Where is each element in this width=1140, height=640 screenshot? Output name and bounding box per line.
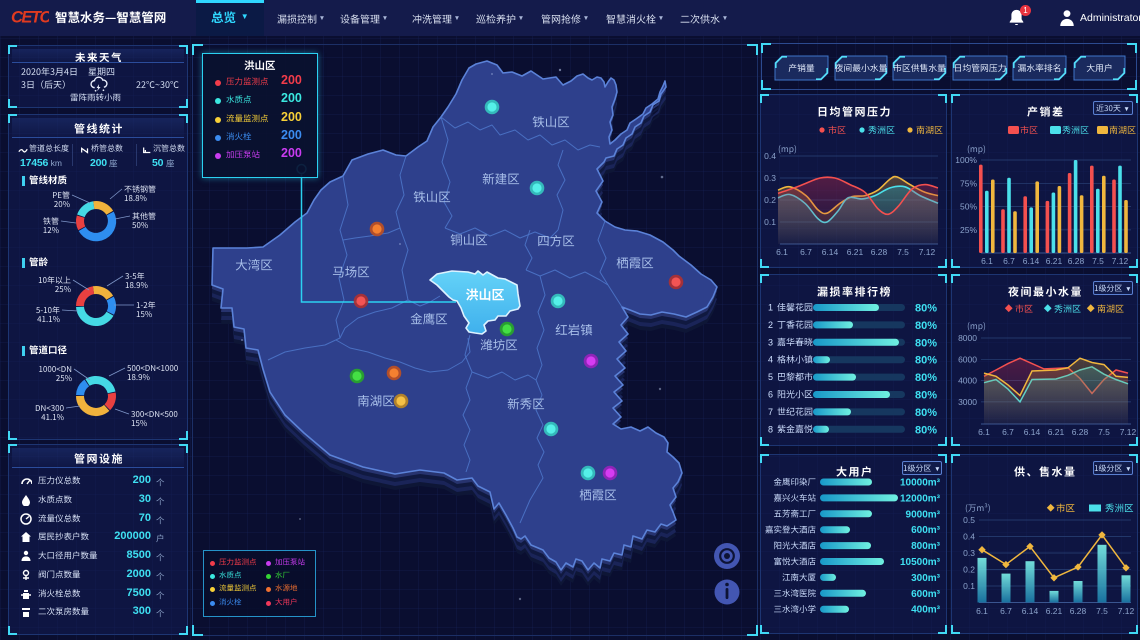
svg-text:7.12: 7.12 (1118, 606, 1135, 616)
svg-text:4: 4 (768, 355, 773, 365)
svg-text:7: 7 (768, 407, 773, 417)
svg-text:10000m³: 10000m³ (900, 478, 941, 489)
svg-text:800m³: 800m³ (911, 541, 941, 552)
svg-text:CETC: CETC (11, 9, 49, 26)
svg-text:6.1: 6.1 (976, 606, 988, 616)
svg-text:7.5: 7.5 (1096, 606, 1108, 616)
svg-text:75%: 75% (960, 178, 977, 188)
svg-text:80%: 80% (915, 372, 937, 384)
svg-text:80%: 80% (915, 337, 937, 349)
svg-text:0.1: 0.1 (963, 581, 975, 591)
svg-text:6.7: 6.7 (1000, 606, 1012, 616)
svg-text:6.1: 6.1 (981, 256, 993, 266)
svg-text:0.4: 0.4 (764, 151, 776, 161)
svg-text:7.12: 7.12 (1112, 256, 1129, 266)
svg-text:6000: 6000 (958, 354, 977, 364)
svg-text:5: 5 (768, 372, 773, 382)
svg-text:6.14: 6.14 (1023, 256, 1040, 266)
svg-text:4000: 4000 (958, 376, 977, 386)
svg-text:6.1: 6.1 (978, 427, 990, 437)
svg-text:600m³: 600m³ (911, 589, 941, 600)
svg-text:300m³: 300m³ (911, 573, 941, 584)
svg-text:7.5: 7.5 (897, 247, 909, 257)
svg-text:3: 3 (768, 337, 773, 347)
svg-text:400m³: 400m³ (911, 605, 941, 616)
svg-text:6.28: 6.28 (1072, 427, 1089, 437)
svg-text:6.14: 6.14 (822, 247, 839, 257)
svg-text:6.21: 6.21 (1046, 256, 1063, 266)
svg-text:80%: 80% (915, 390, 937, 402)
svg-text:6.28: 6.28 (1070, 606, 1087, 616)
svg-text:0.5: 0.5 (963, 515, 975, 525)
svg-text:50%: 50% (960, 202, 977, 212)
svg-text:0.2: 0.2 (963, 565, 975, 575)
svg-text:100%: 100% (955, 155, 977, 165)
svg-text:8000: 8000 (958, 333, 977, 343)
svg-text:6.14: 6.14 (1024, 427, 1041, 437)
svg-text:0.3: 0.3 (963, 548, 975, 558)
svg-text:80%: 80% (915, 320, 937, 332)
svg-text:0.2: 0.2 (764, 195, 776, 205)
svg-text:9000m³: 9000m³ (906, 509, 941, 520)
svg-text:12000m³: 12000m³ (900, 493, 941, 504)
svg-text:6.14: 6.14 (1022, 606, 1039, 616)
svg-text:6: 6 (768, 390, 773, 400)
svg-text:0.1: 0.1 (764, 217, 776, 227)
svg-text:0.4: 0.4 (963, 532, 975, 542)
svg-text:80%: 80% (915, 355, 937, 367)
svg-text:6.1: 6.1 (776, 247, 788, 257)
svg-text:7.5: 7.5 (1092, 256, 1104, 266)
svg-text:6.7: 6.7 (800, 247, 812, 257)
svg-text:2: 2 (768, 320, 773, 330)
svg-text:6.21: 6.21 (1046, 606, 1063, 616)
svg-text:7.5: 7.5 (1098, 427, 1110, 437)
svg-text:0.3: 0.3 (764, 173, 776, 183)
svg-text:80%: 80% (915, 407, 937, 419)
svg-text:6.21: 6.21 (847, 247, 864, 257)
svg-text:80%: 80% (915, 424, 937, 436)
svg-text:1: 1 (768, 303, 773, 313)
svg-text:10500m³: 10500m³ (900, 557, 941, 568)
svg-text:6.7: 6.7 (1003, 256, 1015, 266)
svg-text:6.7: 6.7 (1002, 427, 1014, 437)
svg-text:8: 8 (768, 424, 773, 434)
svg-text:7.12: 7.12 (1120, 427, 1137, 437)
svg-text:600m³: 600m³ (911, 525, 941, 536)
svg-text:7.12: 7.12 (919, 247, 936, 257)
svg-text:6.28: 6.28 (1068, 256, 1085, 266)
svg-text:3000: 3000 (958, 397, 977, 407)
svg-text:6.21: 6.21 (1048, 427, 1065, 437)
svg-text:25%: 25% (960, 225, 977, 235)
svg-text:6.28: 6.28 (871, 247, 888, 257)
svg-text:80%: 80% (915, 303, 937, 315)
